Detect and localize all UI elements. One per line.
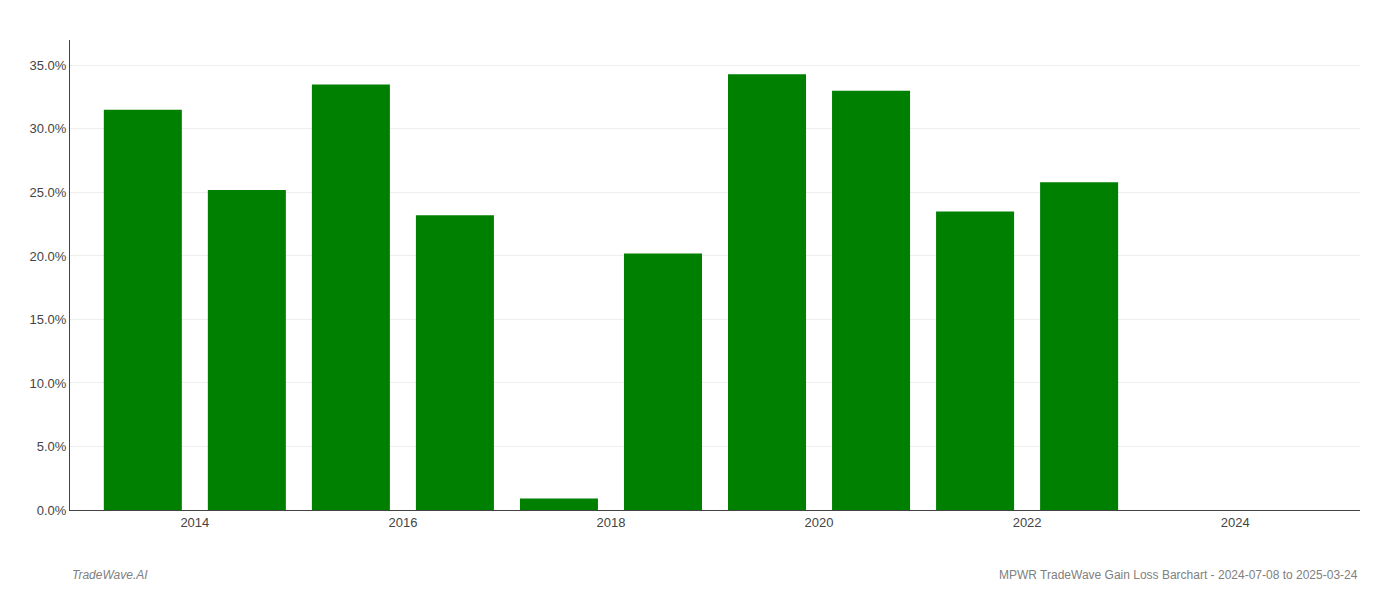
svg-text:2014: 2014: [180, 515, 209, 530]
svg-text:2024: 2024: [1221, 515, 1250, 530]
svg-text:25.0%: 25.0%: [30, 185, 67, 200]
svg-text:15.0%: 15.0%: [30, 312, 67, 327]
svg-text:TradeWave.AI: TradeWave.AI: [72, 568, 148, 582]
svg-text:2018: 2018: [597, 515, 626, 530]
svg-text:2022: 2022: [1013, 515, 1042, 530]
svg-text:2016: 2016: [388, 515, 417, 530]
svg-text:30.0%: 30.0%: [30, 121, 67, 136]
svg-text:10.0%: 10.0%: [30, 376, 67, 391]
svg-text:2020: 2020: [805, 515, 834, 530]
svg-text:20.0%: 20.0%: [30, 249, 67, 264]
svg-text:MPWR TradeWave Gain Loss Barch: MPWR TradeWave Gain Loss Barchart - 2024…: [999, 568, 1358, 582]
svg-text:5.0%: 5.0%: [37, 439, 67, 454]
svg-text:35.0%: 35.0%: [30, 58, 67, 73]
svg-text:0.0%: 0.0%: [37, 503, 67, 518]
